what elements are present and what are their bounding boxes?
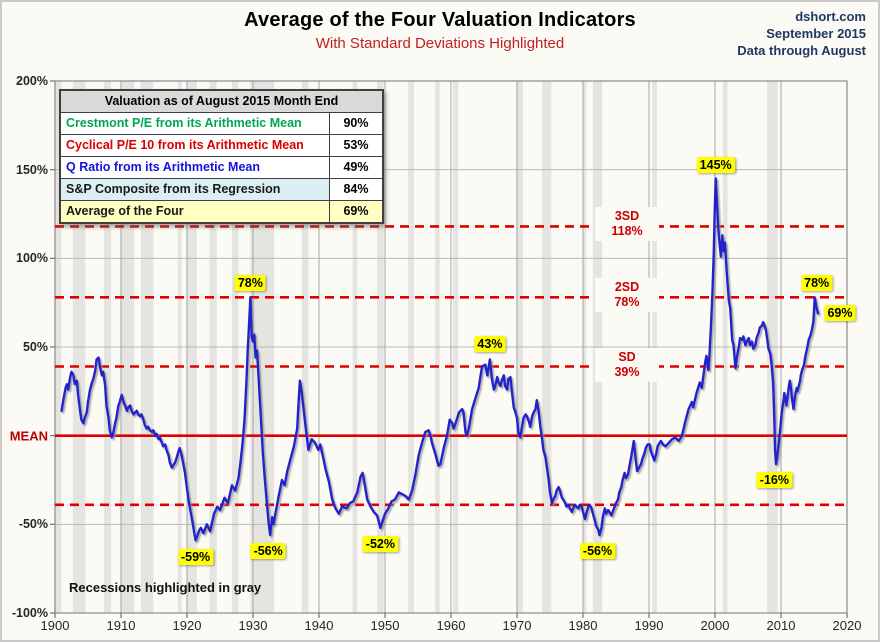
valuation-table-row: Average of the Four 69% bbox=[59, 200, 384, 224]
sd-label-pct: 39% bbox=[614, 364, 640, 379]
indicator-label: Q Ratio from its Arithmetic Mean bbox=[59, 156, 330, 179]
sd-label-3sd: 3SD 118% bbox=[595, 207, 659, 242]
x-axis-label: 2010 bbox=[766, 618, 796, 633]
y-axis-label: 150% bbox=[16, 162, 48, 177]
sd-label-2sd: 2SD 78% bbox=[595, 278, 659, 313]
valuation-table-row: Cyclical P/E 10 from its Arithmetic Mean… bbox=[59, 134, 384, 157]
indicator-value: 69% bbox=[329, 200, 384, 224]
valuation-table-header-row: Valuation as of August 2015 Month End bbox=[59, 89, 384, 113]
valuation-table-title: Valuation as of August 2015 Month End bbox=[59, 89, 384, 113]
valuation-table-row: Crestmont P/E from its Arithmetic Mean 90… bbox=[59, 112, 384, 135]
y-axis-label: 50% bbox=[22, 340, 48, 354]
y-axis-label: 100% bbox=[16, 251, 48, 266]
x-axis-label: 1910 bbox=[106, 618, 136, 633]
source-site: dshort.com bbox=[795, 9, 866, 24]
y-axis-label: -100% bbox=[11, 606, 48, 620]
page-subtitle: With Standard Deviations Highlighted bbox=[315, 35, 565, 52]
x-axis-label: 1940 bbox=[304, 618, 334, 633]
valuation-table-row: Q Ratio from its Arithmetic Mean 49% bbox=[59, 156, 384, 179]
annotation-78pct: 78% bbox=[801, 275, 833, 292]
indicator-value: 53% bbox=[329, 134, 384, 157]
x-axis-label: 1950 bbox=[370, 618, 400, 633]
annotation--16pct: -16% bbox=[756, 472, 792, 489]
y-axis-label: -50% bbox=[18, 517, 48, 532]
sd-label-name: 3SD bbox=[614, 209, 640, 224]
x-axis-label: 2020 bbox=[832, 618, 862, 633]
annotation--56pct: -56% bbox=[579, 542, 616, 559]
y-axis-label: 200% bbox=[16, 74, 48, 88]
annotation--59pct: -59% bbox=[177, 549, 214, 566]
indicator-label: S&P Composite from its Regression bbox=[59, 178, 330, 201]
sd-label-pct: 118% bbox=[611, 224, 643, 239]
x-axis-label: 1900 bbox=[40, 618, 70, 633]
annotation--56pct: -56% bbox=[250, 542, 286, 559]
annotation-145pct: 145% bbox=[696, 156, 735, 173]
x-axis-label: 1920 bbox=[172, 618, 202, 633]
valuation-table-body: Valuation as of August 2015 Month End Cre… bbox=[59, 89, 384, 224]
valuation-average-line bbox=[60, 177, 820, 542]
sd-label-pct: 78% bbox=[614, 295, 640, 310]
annotation-43pct: 43% bbox=[474, 336, 506, 353]
x-axis-label: 2000 bbox=[700, 618, 730, 633]
sd-label-name: SD bbox=[618, 349, 636, 364]
indicator-label: Cyclical P/E 10 from its Arithmetic Mean bbox=[59, 134, 330, 157]
x-axis-label: 1990 bbox=[634, 618, 664, 633]
indicator-label: Crestmont P/E from its Arithmetic Mean bbox=[59, 112, 330, 135]
annotation-78pct: 78% bbox=[234, 275, 266, 292]
indicator-value: 90% bbox=[329, 112, 384, 135]
sd-label-name: 2SD bbox=[614, 280, 640, 295]
sd-label-sd: SD 39% bbox=[595, 347, 659, 382]
x-axis-label: 1960 bbox=[436, 618, 466, 633]
indicator-value: 84% bbox=[329, 178, 384, 201]
y-axis-mean-label: MEAN bbox=[9, 428, 48, 444]
source-date: September 2015 bbox=[766, 26, 866, 41]
recession-footnote: Recessions highlighted in gray bbox=[69, 580, 262, 595]
page-title: Average of the Four Valuation Indicators bbox=[244, 9, 636, 31]
valuation-table-row: S&P Composite from its Regression 84% bbox=[59, 178, 384, 201]
x-axis-label: 1930 bbox=[238, 618, 268, 633]
annotation--52pct: -52% bbox=[362, 535, 398, 552]
source-block: dshort.com September 2015 Data through A… bbox=[737, 8, 866, 59]
x-axis-label: 1970 bbox=[502, 618, 532, 633]
valuation-summary-table: Valuation as of August 2015 Month End Cre… bbox=[59, 89, 384, 224]
indicator-label: Average of the Four bbox=[59, 200, 330, 224]
source-note: Data through August bbox=[737, 43, 866, 58]
x-axis-label: 1980 bbox=[568, 618, 598, 633]
indicator-value: 49% bbox=[329, 156, 384, 179]
annotation-69pct: 69% bbox=[824, 305, 856, 322]
